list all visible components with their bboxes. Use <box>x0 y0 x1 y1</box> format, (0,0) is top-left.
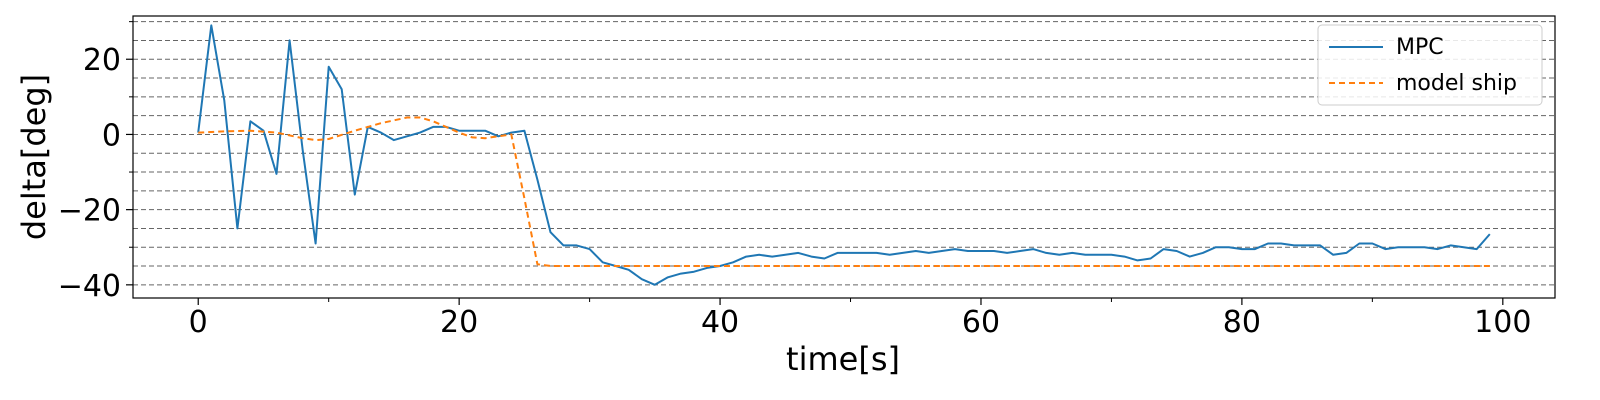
legend-mpc-label: MPC <box>1396 35 1444 60</box>
x-tick-label: 60 <box>962 305 1000 340</box>
series-layer <box>197 24 1491 286</box>
legend-model-ship-label: model ship <box>1396 71 1517 96</box>
legend: MPC model ship <box>1317 24 1543 106</box>
y-tick-label: 20 <box>83 43 121 78</box>
x-tick-label: 80 <box>1223 305 1261 340</box>
x-tick-label: 0 <box>189 305 208 340</box>
y-tick-label: −20 <box>58 194 121 229</box>
series-line-mpc <box>197 24 1491 286</box>
axis-ticks: 0 20 40 60 80 100 20 0 −20 −40 <box>58 21 1531 340</box>
series-line-model-ship <box>198 116 1490 267</box>
plot-frame <box>132 15 1556 299</box>
x-tick-label: 40 <box>701 305 739 340</box>
y-tick-label: −40 <box>58 269 121 304</box>
y-tick-label: 0 <box>102 118 121 153</box>
x-tick-label: 100 <box>1474 305 1531 340</box>
y-axis-title: delta[deg] <box>15 74 53 240</box>
legend-box <box>1317 24 1543 106</box>
x-tick-label: 20 <box>440 305 478 340</box>
x-axis-title: time[s] <box>786 340 900 378</box>
